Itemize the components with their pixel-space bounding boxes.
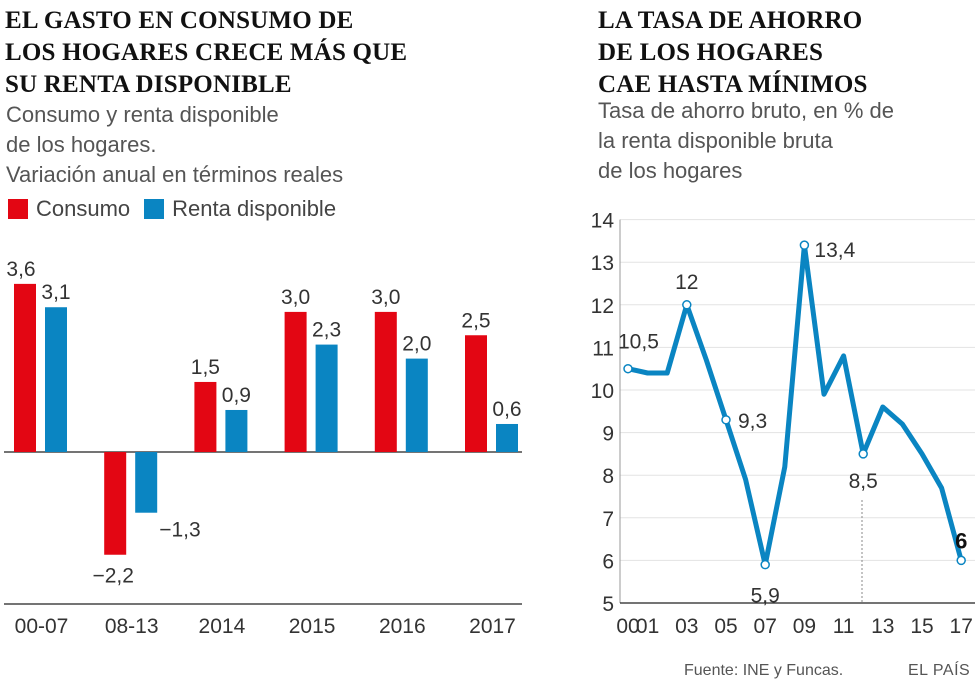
point-data-label: 12 [675, 271, 698, 294]
y-tick-label: 12 [591, 295, 614, 318]
bar-consumo [465, 335, 487, 452]
y-tick-label: 7 [602, 508, 614, 531]
x-tick-label: 11 [833, 615, 855, 638]
bar-data-label: 0,9 [222, 384, 251, 407]
bar-data-label: 1,5 [191, 356, 220, 379]
x-tick-label: 01 [636, 615, 659, 638]
bar-data-label: 2,0 [402, 333, 431, 356]
highlight-point-marker [721, 415, 731, 425]
bar-data-label: −1,3 [159, 519, 200, 542]
x-tick-label: 15 [910, 615, 933, 638]
x-tick-label: 2017 [469, 615, 516, 638]
x-tick-label: 05 [714, 615, 737, 638]
y-tick-label: 5 [602, 593, 614, 616]
left-subtitle-line: Consumo y renta disponible [6, 102, 279, 127]
y-tick-label: 11 [592, 337, 614, 360]
bar-data-label: 3,0 [281, 286, 310, 309]
bar-renta-disponible [496, 423, 518, 452]
x-tick-label: 2014 [199, 615, 246, 638]
source-note: Fuente: INE y Funcas. [684, 662, 844, 679]
left-chart-title: EL GASTO EN CONSUMO DE LOS HOGARES CRECE… [5, 5, 407, 101]
bar-data-label: −2,2 [92, 565, 133, 588]
right-subtitle-line: de los hogares [598, 158, 743, 183]
point-data-label: 5,9 [751, 585, 780, 608]
bar-consumo [284, 311, 307, 452]
highlight-point-marker [623, 363, 633, 374]
x-tick-label: 07 [754, 615, 777, 638]
right-title-line: DE LOS HOGARES [598, 39, 824, 66]
right-subtitle-line: Tasa de ahorro bruto, en % de [598, 98, 894, 123]
left-subtitle-line: Variación anual en términos reales [6, 162, 344, 187]
left-chart-subtitle: Consumo y renta disponible de los hogare… [6, 100, 343, 190]
legend-swatch-renta [144, 199, 165, 219]
bar-renta-disponible [135, 452, 158, 513]
bar-data-label: 2,3 [312, 319, 341, 342]
x-tick-label: 17 [950, 615, 973, 638]
x-tick-label: 00 [616, 615, 639, 638]
bar-consumo [14, 283, 36, 452]
legend-label-renta: Renta disponible [172, 196, 337, 221]
bar-data-label: 0,6 [492, 398, 521, 421]
y-tick-label: 6 [602, 550, 614, 573]
right-chart-title: LA TASA DE AHORRO DE LOS HOGARES CAE HAS… [598, 5, 868, 101]
x-tick-label: 2016 [379, 615, 426, 638]
right-title-line: LA TASA DE AHORRO [598, 7, 863, 34]
left-subtitle-line: de los hogares. [6, 132, 157, 157]
left-title-line: EL GASTO EN CONSUMO DE [5, 7, 354, 34]
left-title-line: SU RENTA DISPONIBLE [5, 71, 292, 98]
left-title-line: LOS HOGARES CRECE MÁS QUE [5, 39, 408, 66]
bar-data-label: 2,5 [461, 309, 490, 332]
right-subtitle-line: la renta disponible bruta [598, 128, 833, 153]
highlight-point-marker [858, 449, 868, 459]
y-tick-label: 13 [591, 252, 614, 275]
bar-chart-legend: Consumo Renta disponible [8, 196, 350, 222]
bar-data-label: 3,0 [371, 286, 400, 309]
highlight-point-marker [799, 240, 810, 250]
y-tick-label: 9 [602, 423, 614, 446]
highlight-point-marker [956, 555, 966, 566]
legend-item-consumo: Consumo [8, 196, 130, 222]
legend-swatch-consumo [8, 199, 28, 219]
x-tick-label: 03 [675, 615, 698, 638]
bar-data-label: 3,1 [41, 281, 70, 304]
bar-renta-disponible [315, 344, 338, 452]
right-title-line: CAE HASTA MÍNIMOS [598, 71, 868, 98]
point-data-label: 6 [955, 528, 967, 553]
bar-renta-disponible [405, 358, 428, 452]
point-data-label: 13,4 [814, 239, 855, 262]
point-data-label: 8,5 [849, 470, 878, 493]
savings-rate-line [625, 242, 964, 568]
x-tick-label: 09 [793, 615, 816, 638]
highlight-point-marker [682, 300, 692, 310]
bar-consumo [104, 452, 127, 555]
brand-logo-text: EL PAÍS [908, 662, 971, 679]
bar-renta-disponible [225, 409, 248, 452]
x-tick-label: 13 [871, 615, 894, 638]
bar-renta-disponible [45, 307, 67, 452]
highlight-point-marker [760, 559, 770, 570]
y-tick-label: 14 [591, 210, 615, 233]
x-tick-label: 08-13 [105, 615, 159, 638]
legend-label-consumo: Consumo [36, 196, 131, 221]
x-tick-label: 00-07 [15, 615, 69, 638]
point-data-label: 10,5 [618, 331, 659, 354]
point-data-label: 9,3 [738, 410, 767, 433]
y-tick-label: 10 [591, 380, 614, 403]
x-tick-label: 2015 [289, 615, 336, 638]
bar-data-label: 3,6 [6, 258, 35, 281]
y-tick-label: 8 [602, 465, 614, 488]
right-chart-subtitle: Tasa de ahorro bruto, en % de la renta d… [598, 96, 894, 186]
legend-item-renta: Renta disponible [144, 196, 336, 222]
bar-consumo [374, 311, 397, 452]
bar-chart: 3,63,100-07−2,2−1,308-131,50,920143,02,3… [4, 258, 522, 638]
bar-consumo [194, 381, 217, 452]
